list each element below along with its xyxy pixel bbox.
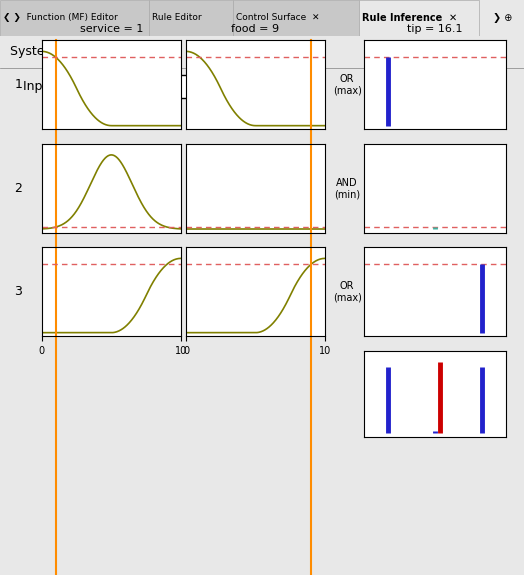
Text: System: tipper_1: System: tipper_1 bbox=[10, 45, 116, 58]
Text: Rule Inference  ✕: Rule Inference ✕ bbox=[362, 13, 457, 23]
Bar bbox=[149, 0, 233, 36]
Text: ❮ ❯  Function (MF) Editor: ❮ ❯ Function (MF) Editor bbox=[3, 13, 117, 22]
Bar bbox=[233, 0, 359, 36]
Text: ❯ ⊕: ❯ ⊕ bbox=[493, 13, 512, 23]
Text: OR
(max): OR (max) bbox=[333, 74, 362, 95]
Text: OR
(max): OR (max) bbox=[333, 281, 362, 302]
Text: food = 9: food = 9 bbox=[232, 24, 279, 34]
FancyBboxPatch shape bbox=[106, 75, 294, 98]
Text: 1: 1 bbox=[14, 78, 23, 91]
Text: AND
(min): AND (min) bbox=[334, 178, 360, 199]
Text: Input values: Input values bbox=[23, 81, 100, 93]
Text: service = 1: service = 1 bbox=[80, 24, 143, 34]
Text: 3: 3 bbox=[14, 285, 23, 298]
Text: tip = 16.1: tip = 16.1 bbox=[407, 24, 463, 34]
Text: 2: 2 bbox=[14, 182, 23, 195]
Text: Control Surface  ✕: Control Surface ✕ bbox=[236, 13, 319, 22]
Text: Rule Editor: Rule Editor bbox=[152, 13, 202, 22]
Bar bbox=[0, 0, 149, 36]
Text: [1 9]: [1 9] bbox=[113, 81, 143, 93]
Bar bbox=[359, 0, 479, 36]
